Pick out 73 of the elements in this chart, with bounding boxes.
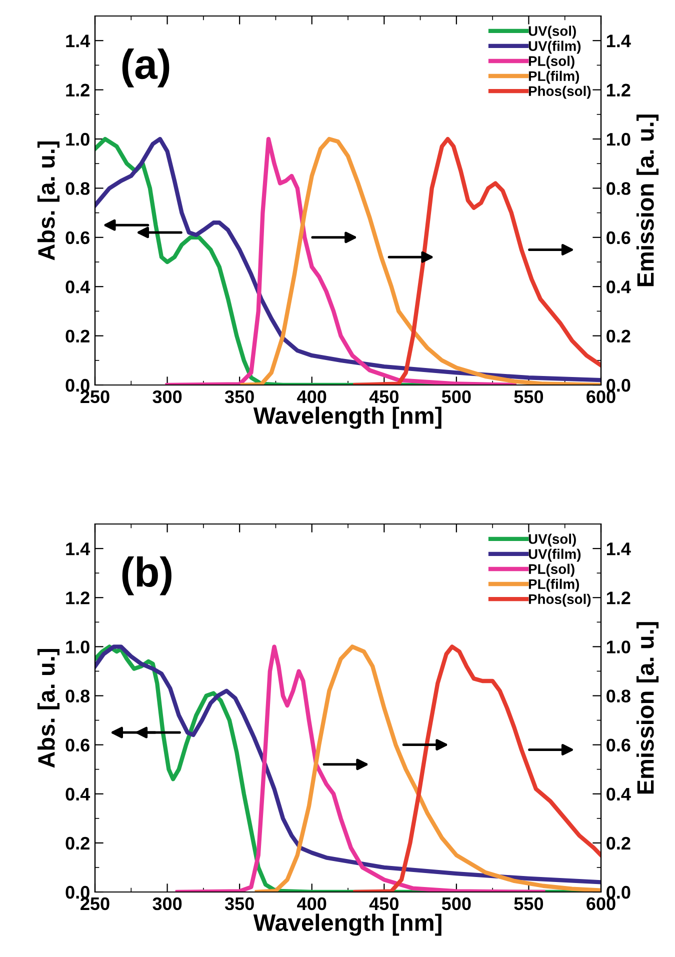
x-tick-label: 400 [297, 390, 326, 404]
x-tick-label: 550 [514, 897, 544, 910]
x-tick-label: 550 [514, 390, 544, 404]
y2-tick-label: 0.8 [606, 182, 630, 195]
y-tick-label: 1.2 [66, 592, 90, 604]
y-tick-label: 0.0 [66, 378, 90, 392]
x-tick-label: 600 [586, 390, 616, 404]
y2-tick-label: 1.0 [607, 132, 630, 146]
x-tick-label: 450 [369, 897, 398, 910]
y2-tick-label: 0.4 [606, 788, 631, 801]
y-tick-label: 1.0 [66, 132, 90, 146]
y-tick-label: 0.0 [66, 886, 90, 899]
y2-tick-label: 0.4 [606, 280, 631, 294]
y2-tick-label: 0.6 [606, 231, 630, 244]
y2-tick-label: 1.4 [607, 34, 631, 48]
text: (a) [122, 48, 170, 88]
line-series [240, 136, 601, 385]
y-tick-label: 0.2 [66, 836, 90, 850]
y-tick-label: 0.8 [66, 182, 90, 195]
y-tick-label: 1.2 [66, 84, 90, 96]
legend-label: UV(sol) [528, 534, 576, 547]
x-tick-label: 250 [80, 897, 110, 910]
x-tick-label: 500 [442, 897, 471, 910]
y-tick-label: 0.4 [66, 788, 90, 801]
legend-label: PL(film) [528, 70, 580, 84]
legend-label: PL(sol) [528, 564, 574, 577]
x-axis-title: Wavelength [nm] [253, 406, 442, 429]
y2-tick-label: 1.0 [607, 640, 630, 654]
y-axis-title: Abs. [a. u.] [37, 648, 60, 768]
y-tick-label: 0.8 [66, 690, 90, 702]
x-tick-label: 300 [152, 390, 182, 404]
line-series [353, 136, 601, 385]
x-tick-label: 450 [369, 390, 398, 404]
y2-axis-title: Emission [a. u.] [636, 114, 659, 286]
y-tick-label: 0.6 [66, 231, 90, 244]
legend-label: UV(sol) [528, 26, 576, 39]
legend-label: Phos(sol) [528, 86, 591, 99]
x-tick-label: 500 [442, 390, 471, 404]
line-series [254, 644, 601, 892]
y2-axis-title: Emission [a. u.] [636, 622, 659, 794]
y2-tick-label: 1.2 [607, 84, 630, 96]
x-tick-label: 350 [224, 390, 254, 404]
y2-tick-label: 1.2 [607, 592, 630, 604]
y2-tick-label: 0.2 [606, 330, 630, 343]
y-tick-label: 1.0 [66, 640, 90, 654]
x-tick-label: 300 [152, 897, 182, 910]
legend-label: PL(film) [528, 578, 580, 592]
y2-tick-label: 1.4 [607, 542, 631, 556]
legend-label: UV(film) [528, 40, 581, 54]
legend-label: Phos(sol) [528, 594, 591, 607]
y-axis-title: Abs. [a. u.] [37, 141, 60, 260]
line-series [353, 644, 601, 892]
line-series [165, 136, 516, 385]
y-tick-label: 0.2 [66, 330, 90, 343]
legend-label: PL(sol) [528, 56, 574, 69]
y2-tick-label: 0.0 [606, 378, 630, 392]
x-tick-label: 600 [586, 897, 616, 910]
y2-tick-label: 0.0 [606, 886, 630, 899]
y-tick-label: 1.4 [66, 34, 90, 48]
line-series [175, 644, 546, 892]
y-tick-label: 0.4 [66, 280, 90, 294]
x-axis-title: Wavelength [nm] [253, 914, 442, 936]
y2-tick-label: 0.6 [606, 738, 630, 752]
line-series [95, 136, 601, 382]
text: (b) [122, 556, 172, 596]
x-tick-label: 400 [297, 897, 326, 910]
x-tick-label: 250 [80, 390, 110, 404]
y-tick-label: 0.6 [66, 738, 90, 752]
y2-tick-label: 0.2 [606, 836, 630, 850]
y2-tick-label: 0.8 [606, 690, 630, 702]
legend-label: UV(film) [528, 548, 581, 562]
y-tick-label: 1.4 [66, 542, 90, 556]
x-tick-label: 350 [224, 897, 254, 910]
